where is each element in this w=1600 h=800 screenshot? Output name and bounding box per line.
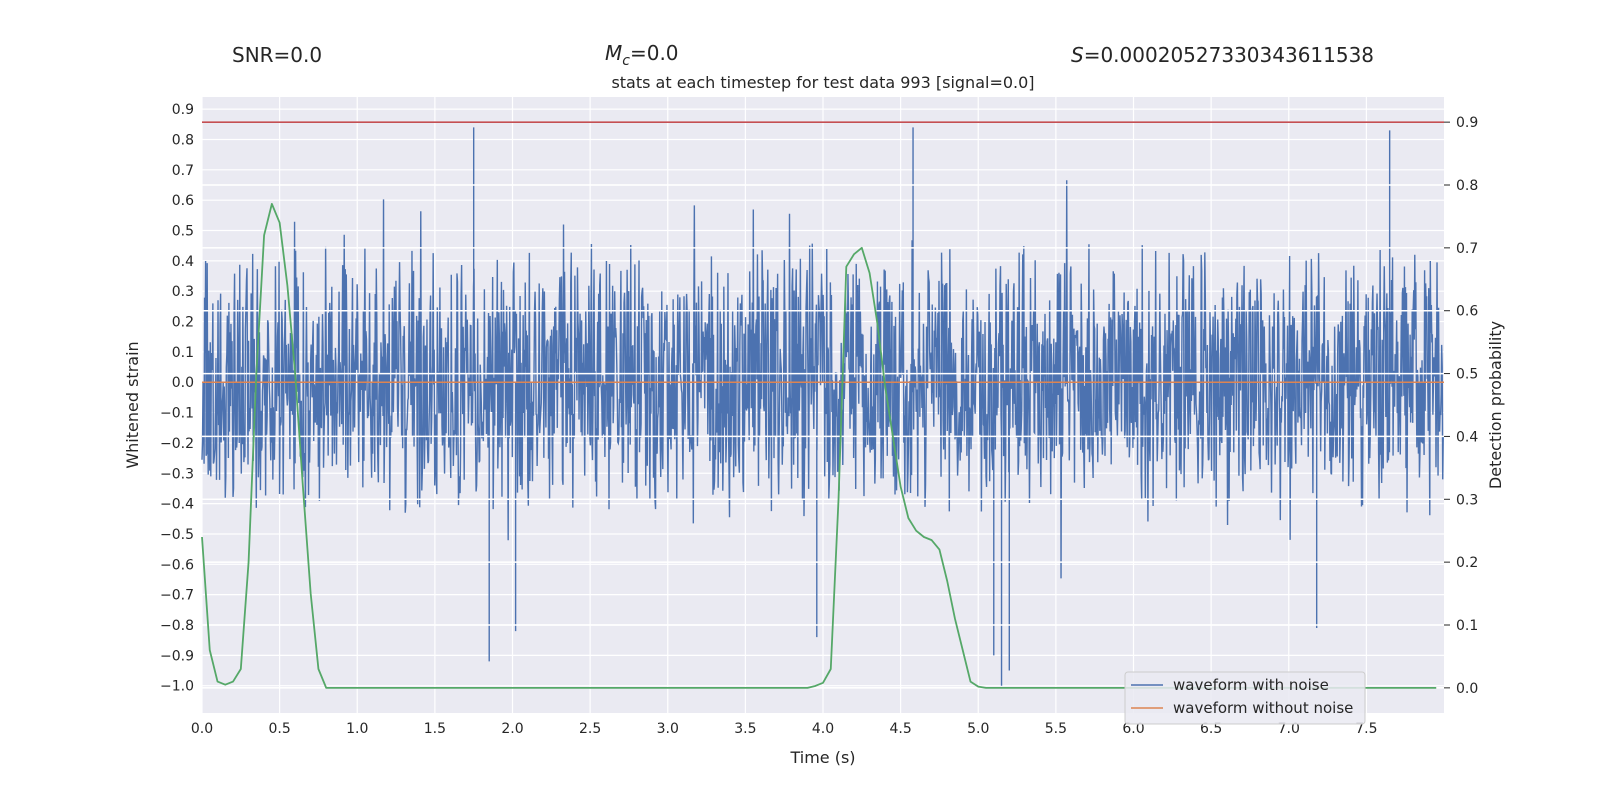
- y-tick-label: −0.9: [160, 648, 194, 664]
- y-tick-label: −1.0: [160, 679, 194, 695]
- y2-tick-label: 0.3: [1456, 492, 1478, 508]
- x-tick-label: 5.0: [967, 721, 989, 737]
- y2-tick-label: 0.4: [1456, 429, 1478, 445]
- y-tick-label: 0.5: [172, 224, 194, 240]
- x-tick-label: 5.5: [1045, 721, 1067, 737]
- legend-item-clean: waveform without noise: [1173, 699, 1353, 717]
- x-tick-label: 1.0: [346, 721, 368, 737]
- x-tick-label: 3.5: [734, 721, 756, 737]
- y-tick-label: 0.9: [172, 102, 194, 118]
- s-stat-label: S=0.00020527330343611538: [1071, 43, 1374, 67]
- x-tick-label: 0.0: [191, 721, 213, 737]
- x-tick-label: 4.0: [812, 721, 834, 737]
- snr-label: SNR=0.0: [232, 43, 322, 67]
- x-tick-label: 6.5: [1200, 721, 1222, 737]
- y-tick-label: 0.8: [172, 132, 194, 148]
- y-axis-label: Whitened strain: [123, 341, 142, 468]
- x-tick-label: 2.0: [501, 721, 523, 737]
- legend-box: [1124, 671, 1366, 725]
- chirp-mass-label: Mc=0.0: [605, 41, 679, 69]
- y2-tick-label: 0.8: [1456, 178, 1478, 194]
- y2-tick-label: 0.1: [1456, 618, 1478, 634]
- x-tick-label: 4.5: [889, 721, 911, 737]
- y-tick-label: −0.8: [160, 618, 194, 634]
- x-tick-label: 6.0: [1122, 721, 1144, 737]
- detection-probability-line: [201, 202, 1437, 689]
- y-tick-label: 0.3: [172, 284, 194, 300]
- y-axis-left: 0.9 0.8 0.7 0.6 0.5 0.4 0.3 0.2 0.1 0.0 −0.1 −0.2 −0…: [160, 102, 194, 695]
- x-tick-label: 0.5: [268, 721, 290, 737]
- x-axis-label: Time (s): [789, 748, 855, 767]
- x-tick-label: 2.5: [579, 721, 601, 737]
- chart-title: stats at each timestep for test data 993…: [611, 73, 1034, 92]
- legend: waveform with noise waveform without noi…: [1124, 671, 1366, 725]
- y-tick-label: 0.0: [172, 375, 194, 391]
- y-tick-label: 0.7: [172, 163, 194, 179]
- y-tick-label: −0.5: [160, 527, 194, 543]
- x-tick-label: 7.5: [1355, 721, 1377, 737]
- y2-tick-label: 0.0: [1456, 681, 1478, 697]
- y-tick-label: −0.7: [160, 588, 194, 604]
- y2-tick-label: 0.6: [1456, 304, 1478, 320]
- y2-tick-label: 0.7: [1456, 241, 1478, 257]
- y-axis-right: 0.9 0.8 0.7 0.6 0.5 0.4 0.3 0.2 0.1 0.0: [1444, 115, 1478, 697]
- y2-tick-label: 0.5: [1456, 367, 1478, 383]
- x-axis: 0.0 0.5 1.0 1.5 2.0 2.5 3.0 3.5 4.0 4.5 5.0 5.5 6.0 6…: [191, 721, 1378, 737]
- x-tick-label: 1.5: [424, 721, 446, 737]
- y-tick-label: −0.1: [160, 406, 194, 422]
- y-tick-label: 0.4: [172, 254, 194, 270]
- x-tick-label: 7.0: [1278, 721, 1300, 737]
- y-tick-label: 0.6: [172, 193, 194, 209]
- y-tick-label: −0.6: [160, 557, 194, 573]
- y-tick-label: −0.3: [160, 466, 194, 482]
- y-tick-label: −0.4: [160, 497, 194, 513]
- x-tick-label: 3.0: [657, 721, 679, 737]
- y-tick-label: 0.2: [172, 315, 194, 331]
- y2-tick-label: 0.2: [1456, 555, 1478, 571]
- y-tick-label: −0.2: [160, 436, 194, 452]
- y2-tick-label: 0.9: [1456, 115, 1478, 131]
- legend-item-noise: waveform with noise: [1173, 676, 1329, 694]
- y-tick-label: 0.1: [172, 345, 194, 361]
- y2-axis-label: Detection probability: [1486, 321, 1505, 489]
